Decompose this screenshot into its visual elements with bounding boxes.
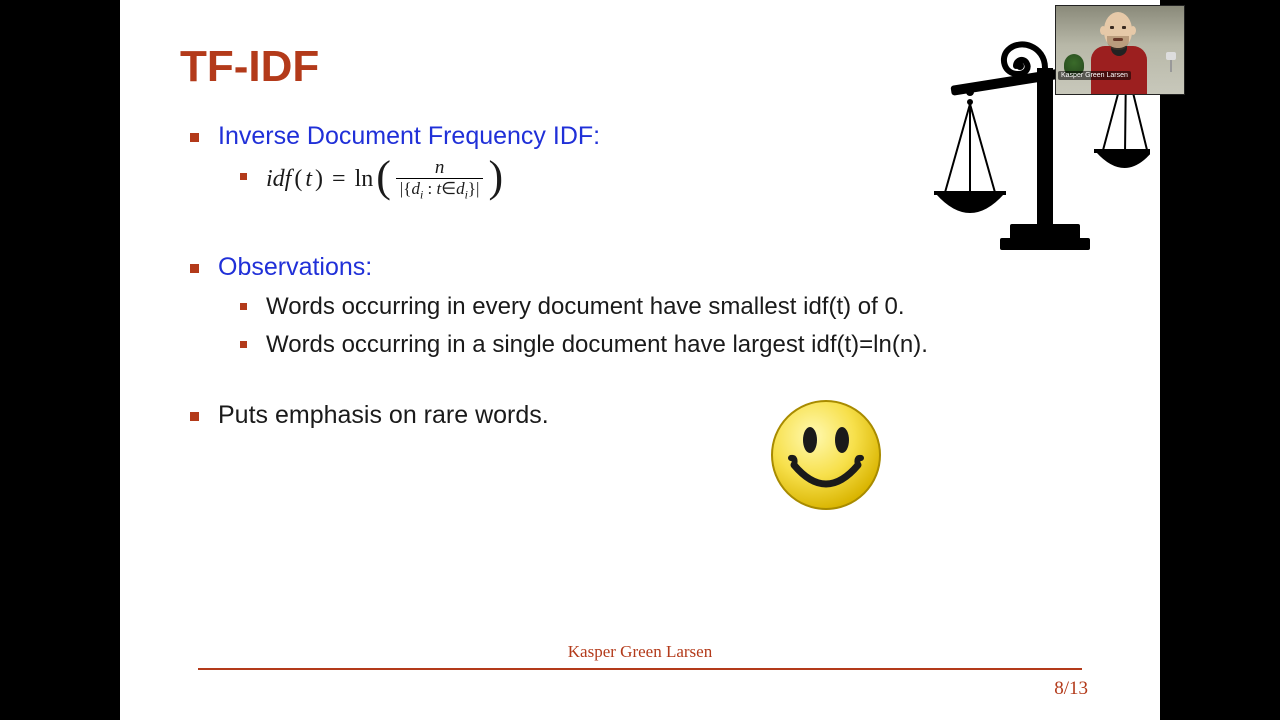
- bullet-observations-heading: Observations: Words occurring in every d…: [184, 251, 1104, 363]
- webcam-caption: Kasper Green Larsen: [1058, 71, 1131, 80]
- slide-title: TF-IDF: [180, 42, 319, 92]
- smiley-icon: [766, 395, 886, 515]
- bullet-obs-2: Words occurring in a single document hav…: [218, 326, 1104, 363]
- page-number: 8/13: [1054, 678, 1088, 700]
- webcam-thumbnail: Kasper Green Larsen: [1055, 5, 1185, 95]
- idf-heading-text: Inverse Document Frequency IDF:: [218, 122, 600, 150]
- slide: TF-IDF: [120, 0, 1160, 720]
- bullet-idf-formula: idf(t) = ln ( n |{di : t∈di}| ): [218, 158, 1104, 201]
- footer-author: Kasper Green Larsen: [120, 642, 1160, 662]
- bullet-idf-heading: Inverse Document Frequency IDF: idf(t) =…: [184, 120, 1104, 201]
- bullet-emphasis: Puts emphasis on rare words.: [184, 399, 1104, 433]
- observations-heading-text: Observations:: [218, 253, 372, 281]
- idf-formula: idf(t) = ln ( n |{di : t∈di}| ): [266, 158, 503, 201]
- footer-divider: [198, 668, 1082, 670]
- bullet-obs-1: Words occurring in every document have s…: [218, 288, 1104, 325]
- slide-content: Inverse Document Frequency IDF: idf(t) =…: [184, 120, 1104, 440]
